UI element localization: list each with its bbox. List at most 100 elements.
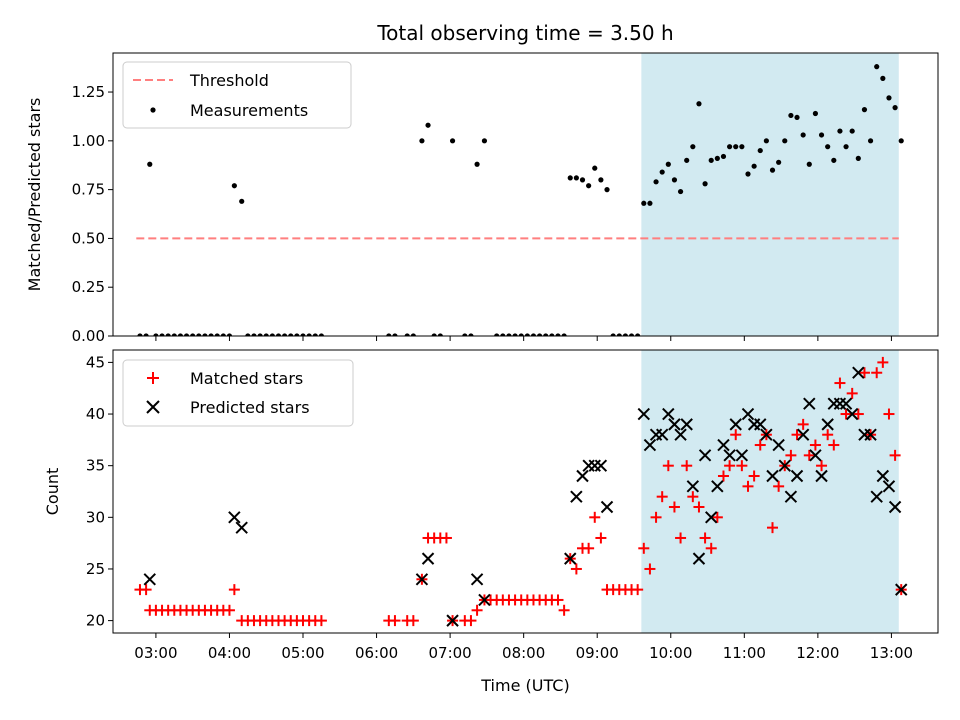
measurement-point xyxy=(837,128,843,134)
measurement-point xyxy=(708,157,714,163)
measurement-point xyxy=(543,333,549,336)
matched-star-point xyxy=(570,563,582,575)
measurement-point xyxy=(727,144,733,150)
measurement-point xyxy=(431,333,437,336)
measurement-point xyxy=(318,333,324,336)
predicted-star-point xyxy=(803,397,816,410)
predicted-star-point xyxy=(698,449,712,462)
predicted-star-point xyxy=(705,511,718,524)
measurement-point xyxy=(196,333,202,336)
matched-star-point xyxy=(140,584,152,596)
top-ytick-label: 0.25 xyxy=(72,278,105,296)
measurement-point xyxy=(604,187,610,193)
matched-star-point xyxy=(846,387,858,399)
matched-star-point xyxy=(717,470,729,482)
measurement-point xyxy=(288,333,294,336)
matched-star-point xyxy=(228,584,240,596)
matched-star-point xyxy=(315,615,327,627)
measurement-point xyxy=(474,161,480,167)
measurement-point xyxy=(177,333,184,336)
bottom-xtick-label: 07:00 xyxy=(428,644,471,662)
matched-star-point xyxy=(754,439,766,451)
measurement-point xyxy=(763,138,769,144)
measurement-point xyxy=(251,333,257,336)
measurement-point xyxy=(739,144,745,150)
matched-star-point xyxy=(748,470,760,482)
predicted-star-point xyxy=(790,469,804,483)
matched-star-point xyxy=(767,522,779,534)
matched-star-point xyxy=(840,408,852,420)
matched-star-point xyxy=(687,491,699,503)
measurement-point xyxy=(143,333,149,336)
measurement-point xyxy=(410,333,416,336)
top-x-ticks xyxy=(155,336,892,341)
predicted-star-point xyxy=(864,428,877,441)
predicted-star-point xyxy=(717,438,730,452)
predicted-star-point xyxy=(228,511,241,524)
matched-star-point xyxy=(797,418,809,430)
matched-star-point xyxy=(871,367,883,379)
bottom-y-axis-label: Count xyxy=(43,468,62,516)
measurement-point xyxy=(825,144,831,150)
measurement-point xyxy=(598,177,604,183)
bottom-legend-box xyxy=(122,359,354,427)
legend-matched-label: Matched stars xyxy=(190,369,303,388)
measurement-point xyxy=(208,333,214,336)
measurement-point xyxy=(536,333,543,336)
measurement-point xyxy=(628,333,635,336)
measurement-point xyxy=(171,333,177,336)
predicted-star-point xyxy=(778,459,791,472)
measurement-point xyxy=(555,333,561,336)
matched-star-point xyxy=(407,615,419,627)
bottom-ytick-label: 25 xyxy=(86,560,105,578)
matched-star-point xyxy=(471,604,483,616)
matched-star-point xyxy=(858,367,870,379)
predicted-star-point xyxy=(815,469,828,483)
measurement-point xyxy=(425,122,431,128)
matched-star-point xyxy=(668,501,680,513)
predicted-star-point xyxy=(674,428,687,441)
measurement-point xyxy=(733,144,739,150)
predicted-star-point xyxy=(576,469,589,483)
measurement-point xyxy=(880,75,886,81)
matched-star-point xyxy=(816,460,828,472)
bottom-xtick-label: 08:00 xyxy=(502,644,545,662)
matched-star-point xyxy=(650,511,662,523)
predicted-star-point xyxy=(588,459,601,472)
measurement-point xyxy=(269,333,275,336)
predicted-star-point xyxy=(235,521,248,534)
measurement-point xyxy=(239,198,245,204)
measurement-point xyxy=(782,138,788,144)
bottom-legend: Matched stars Predicted stars xyxy=(122,359,354,427)
bottom-xtick-label: 12:00 xyxy=(796,644,839,662)
measurement-point xyxy=(794,114,800,121)
measurement-point xyxy=(245,333,251,336)
measurement-point xyxy=(561,333,567,336)
measurement-point xyxy=(386,333,392,336)
measurement-point xyxy=(530,333,537,336)
matched-star-point xyxy=(223,604,235,616)
predicted-star-point xyxy=(870,490,883,503)
measurement-point xyxy=(300,333,306,336)
matched-star-point xyxy=(791,429,803,441)
measurement-point xyxy=(437,333,443,336)
measurement-point xyxy=(500,333,506,336)
bottom-xtick-label: 05:00 xyxy=(281,644,324,662)
top-panel: 0.00 0.25 0.50 0.75 1.00 1.25 Matched/Predict… xyxy=(25,52,939,345)
bottom-ytick-label: 45 xyxy=(86,353,105,371)
measurement-point xyxy=(159,333,165,336)
predicted-star-point xyxy=(760,428,773,441)
predicted-star-point xyxy=(143,573,156,586)
predicted-star-point xyxy=(754,418,767,431)
measurement-point xyxy=(282,333,288,336)
bottom-y-axis: 20 25 30 35 40 45 xyxy=(86,353,113,630)
predicted-star-point xyxy=(680,418,693,431)
bottom-xtick-label: 04:00 xyxy=(208,644,251,662)
predicted-star-point xyxy=(655,428,669,441)
measurement-point xyxy=(665,161,671,167)
measurement-point xyxy=(153,333,159,336)
matched-star-point xyxy=(681,460,693,472)
predicted-star-point xyxy=(895,583,908,596)
measurement-point xyxy=(202,333,208,336)
